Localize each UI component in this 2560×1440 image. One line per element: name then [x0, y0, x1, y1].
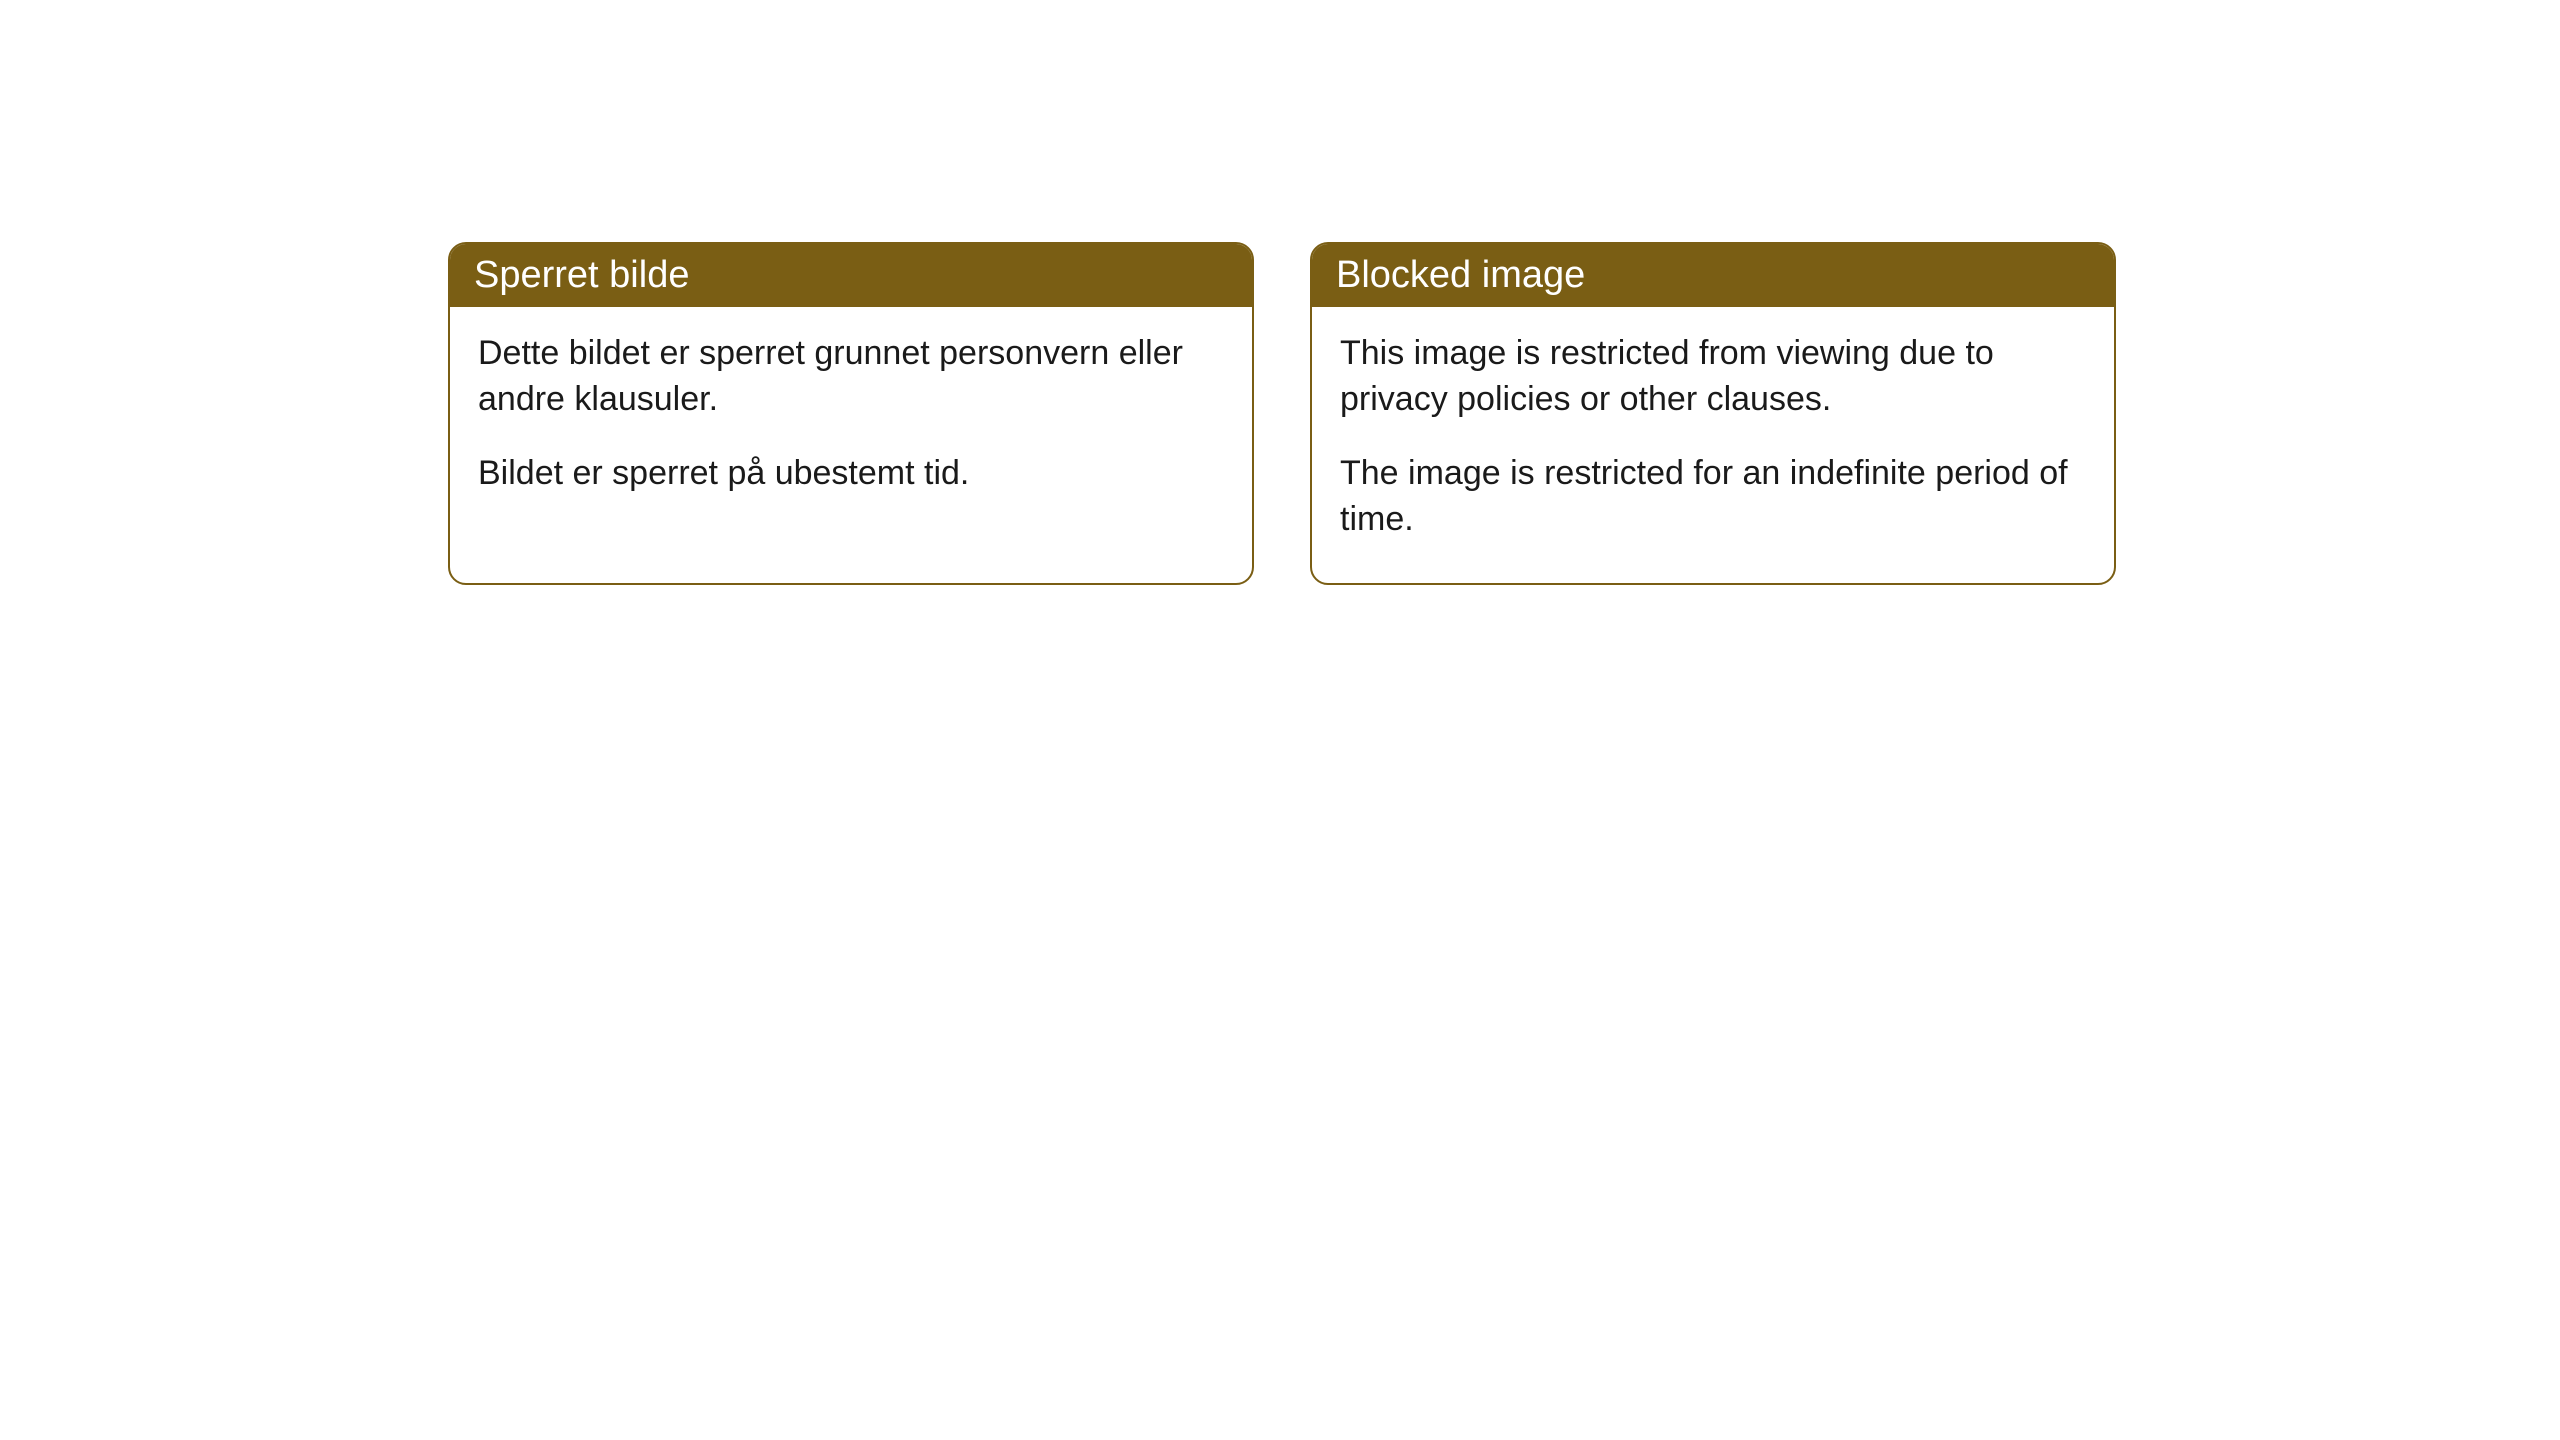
card-title-norwegian: Sperret bilde	[474, 254, 689, 296]
card-paragraph-2-english: The image is restricted for an indefinit…	[1340, 451, 2086, 543]
card-title-english: Blocked image	[1336, 254, 1585, 296]
notice-cards-container: Sperret bilde Dette bildet er sperret gr…	[448, 242, 2116, 585]
card-paragraph-1-english: This image is restricted from viewing du…	[1340, 331, 2086, 423]
blocked-image-card-english: Blocked image This image is restricted f…	[1310, 242, 2116, 585]
card-body-norwegian: Dette bildet er sperret grunnet personve…	[450, 307, 1252, 537]
card-paragraph-2-norwegian: Bildet er sperret på ubestemt tid.	[478, 451, 1224, 497]
card-header-norwegian: Sperret bilde	[450, 244, 1252, 307]
card-header-english: Blocked image	[1312, 244, 2114, 307]
blocked-image-card-norwegian: Sperret bilde Dette bildet er sperret gr…	[448, 242, 1254, 585]
card-body-english: This image is restricted from viewing du…	[1312, 307, 2114, 583]
card-paragraph-1-norwegian: Dette bildet er sperret grunnet personve…	[478, 331, 1224, 423]
